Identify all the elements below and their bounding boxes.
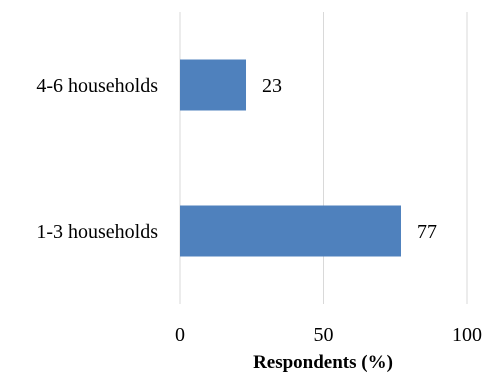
category-label: 1-3 households [36,221,158,243]
bars [180,59,401,257]
bar [180,205,401,257]
bar [180,59,247,111]
x-tick-label: 50 [314,324,334,346]
data-labels: 23 77 [262,75,437,243]
data-label: 23 [262,75,282,97]
category-label: 4-6 households [36,75,158,97]
category-labels: 4-6 households 1-3 households [36,75,158,243]
x-tick-label: 100 [452,324,482,346]
x-tick-labels: 0 50 100 [175,324,482,346]
gridlines [179,12,468,304]
data-label: 77 [417,221,437,243]
x-tick-label: 0 [175,324,185,346]
x-axis-title: Respondents (%) [253,352,393,373]
